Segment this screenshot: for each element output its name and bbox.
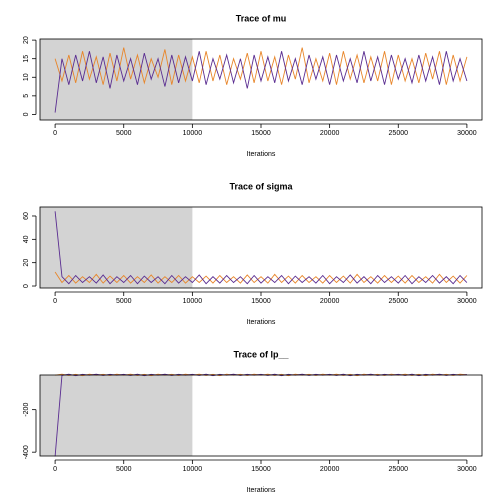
x-axis-label: Iterations xyxy=(247,151,276,158)
warmup-region xyxy=(40,207,193,288)
y-tick-label: 5 xyxy=(23,94,30,98)
x-tick-label: 5000 xyxy=(116,298,132,305)
x-tick-label: 0 xyxy=(53,130,57,137)
y-tick-label: 60 xyxy=(23,212,30,220)
x-tick-label: 5000 xyxy=(116,130,132,137)
y-tick-label: -200 xyxy=(23,403,30,417)
chart-title: Trace of sigma xyxy=(229,181,293,191)
y-tick-label: 40 xyxy=(23,235,30,243)
x-tick-label: 30000 xyxy=(457,466,477,473)
x-tick-label: 25000 xyxy=(389,466,409,473)
x-tick-label: 5000 xyxy=(116,466,132,473)
x-axis-label: Iterations xyxy=(247,487,276,494)
trace-line xyxy=(54,47,468,85)
plot-frame xyxy=(39,374,483,457)
y-tick-label: 10 xyxy=(23,73,30,81)
chart-title: Trace of lp__ xyxy=(233,349,289,359)
plot-frame xyxy=(39,38,483,121)
x-tick-label: 30000 xyxy=(457,130,477,137)
x-tick-label: 15000 xyxy=(251,298,271,305)
x-tick-label: 30000 xyxy=(457,298,477,305)
y-tick-label: -400 xyxy=(23,445,30,459)
y-tick-label: 0 xyxy=(23,284,30,288)
trace-line xyxy=(54,271,468,284)
y-tick-label: 15 xyxy=(23,55,30,63)
y-tick-label: 20 xyxy=(23,36,30,44)
x-tick-label: 0 xyxy=(53,298,57,305)
trace-line xyxy=(54,373,467,457)
x-tick-label: 20000 xyxy=(320,298,340,305)
x-tick-label: 10000 xyxy=(183,298,203,305)
x-axis-label: Iterations xyxy=(247,319,276,326)
chart-title: Trace of mu xyxy=(236,13,287,23)
x-tick-label: 15000 xyxy=(251,466,271,473)
x-tick-label: 0 xyxy=(53,466,57,473)
x-tick-label: 25000 xyxy=(389,298,409,305)
plot-frame xyxy=(39,206,483,289)
trace-line xyxy=(54,51,468,113)
x-tick-label: 10000 xyxy=(183,130,203,137)
x-tick-label: 25000 xyxy=(389,130,409,137)
warmup-region xyxy=(40,375,193,456)
y-tick-label: 0 xyxy=(23,112,30,116)
x-tick-label: 15000 xyxy=(251,130,271,137)
x-tick-label: 20000 xyxy=(320,130,340,137)
trace-line xyxy=(54,211,468,285)
y-tick-label: 20 xyxy=(23,259,30,267)
x-tick-label: 20000 xyxy=(320,466,340,473)
x-tick-label: 10000 xyxy=(183,466,203,473)
